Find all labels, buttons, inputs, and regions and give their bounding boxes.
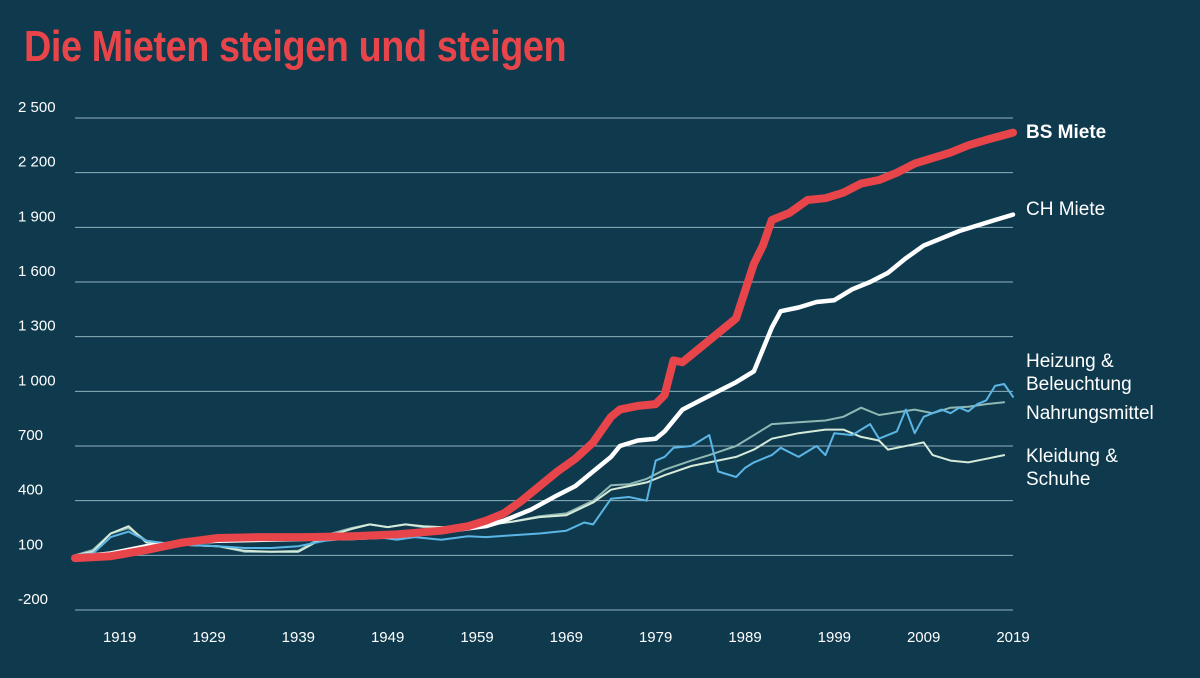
x-tick-label: 1979 bbox=[639, 629, 672, 646]
series-label: Kleidung & bbox=[1026, 446, 1118, 467]
y-axis-ticks: -200 100 400 700 1 000 1 300 1 600 1 900 2 200 2 … bbox=[18, 99, 56, 608]
series-label: Beleuchtung bbox=[1026, 374, 1132, 395]
series-line-bs-miete bbox=[71, 128, 1017, 563]
x-tick-label: 1969 bbox=[550, 629, 583, 646]
y-tick-label: 400 bbox=[18, 482, 43, 499]
x-tick-label: 1939 bbox=[282, 629, 315, 646]
x-tick-label: 1999 bbox=[818, 629, 851, 646]
x-tick-label: 2019 bbox=[996, 629, 1029, 646]
series-label: Nahrungsmittel bbox=[1026, 403, 1154, 424]
y-tick-label: 2 200 bbox=[18, 154, 56, 171]
y-tick-label: 700 bbox=[18, 427, 43, 444]
series-label: BS Miete bbox=[1026, 122, 1106, 143]
series-label: Heizung & bbox=[1026, 351, 1114, 372]
x-tick-label: 1929 bbox=[192, 629, 225, 646]
x-tick-label: 1989 bbox=[728, 629, 761, 646]
y-tick-label: 1 600 bbox=[18, 263, 56, 280]
x-tick-label: 2009 bbox=[907, 629, 940, 646]
y-tick-label: 1 000 bbox=[18, 372, 56, 389]
series-layer bbox=[71, 128, 1017, 563]
y-tick-label: 1 900 bbox=[18, 208, 56, 225]
x-tick-label: 1949 bbox=[371, 629, 404, 646]
series-line-ch-miete bbox=[72, 212, 1016, 560]
series-label: Schuhe bbox=[1026, 469, 1090, 490]
y-tick-label: 1 300 bbox=[18, 318, 56, 335]
x-tick-label: 1919 bbox=[103, 629, 136, 646]
series-label: CH Miete bbox=[1026, 199, 1105, 220]
series-line-nahrungsmittel bbox=[74, 401, 1006, 557]
x-axis-ticks: 1919 1929 1939 1949 1959 1969 1979 1989 1999 2009… bbox=[103, 629, 1030, 646]
y-tick-label: 2 500 bbox=[18, 99, 56, 116]
y-tick-label: -200 bbox=[18, 591, 48, 608]
series-line-kleidung-schuhe bbox=[74, 428, 1006, 557]
chart-title: Die Mieten steigen und steigen bbox=[24, 22, 567, 71]
x-tick-label: 1959 bbox=[460, 629, 493, 646]
y-tick-label: 100 bbox=[18, 536, 43, 553]
series-line-heizung-beleuchtung bbox=[74, 383, 1014, 557]
